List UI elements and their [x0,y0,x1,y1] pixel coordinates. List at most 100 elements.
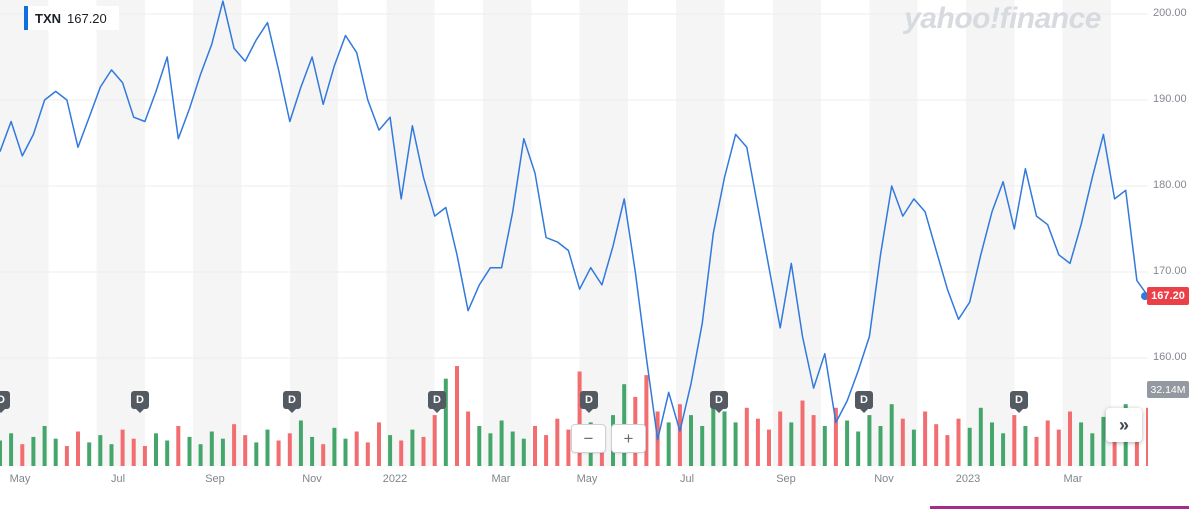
volume-bar [967,427,972,466]
x-axis-label: Mar [1063,473,1083,485]
volume-bar [521,438,526,466]
volume-bar [443,378,448,466]
volume-bar [1090,433,1095,466]
dividend-marker[interactable]: D [855,391,873,413]
dividend-marker[interactable]: D [580,391,598,413]
volume-bar [254,442,259,466]
volume-bar [1134,418,1139,466]
volume-bar [767,429,771,466]
yahoo-finance-watermark: yahoo!finance [904,2,1101,35]
ticker-price: 167.20 [67,10,107,26]
volume-bar [544,435,549,466]
dividend-marker[interactable]: D [710,391,728,413]
volume-bar [1112,427,1117,466]
volume-bar [733,422,738,466]
volume-bar [956,418,961,466]
x-axis-label: Nov [874,473,894,485]
volume-bar [432,415,437,466]
volume-bar [0,440,2,466]
volume-bar [822,426,827,466]
volume-bar [220,438,225,466]
y-axis-label: 160.00 [1153,351,1187,363]
volume-bar [744,407,749,466]
ticker-symbol: TXN [35,10,61,26]
volume-bar [945,435,950,466]
volume-bar [243,435,248,466]
volume-bar [856,431,861,466]
volume-bar [377,422,381,466]
x-axis-label: Sep [205,473,225,485]
volume-bar [700,426,705,466]
y-axis: 200.00 190.00 180.00 170.00 160.00 [1148,0,1189,512]
last-price-dot [1141,292,1148,301]
volume-bar [20,444,25,466]
volume-bar [722,411,727,466]
y-axis-label: 180.00 [1153,179,1187,191]
volume-bar [923,411,928,466]
dividend-marker[interactable]: D [1010,391,1028,413]
volume-bar [321,444,326,466]
last-price-badge: 167.20 [1147,287,1189,305]
volume-bar [1068,411,1072,466]
volume-bar [1146,407,1148,466]
volume-badge: 32.14M [1147,381,1189,398]
volume-bar [120,429,125,466]
volume-bar [934,424,939,466]
volume-bar [154,433,158,466]
volume-bar [31,436,36,466]
x-axis: May Jul Sep Nov 2022 Mar May Jul Sep Nov 2023 Mar [0,471,1148,491]
volume-bar [990,422,994,466]
x-axis-label: Nov [302,473,322,485]
zoom-controls: − + [571,424,646,453]
volume-bar [677,404,682,466]
x-axis-label: 2022 [382,473,408,485]
volume-bar [332,427,337,466]
x-axis-label: Mar [491,473,511,485]
volume-bar [477,426,482,466]
volume-bar [176,426,181,466]
volume-bar [142,446,147,466]
volume-bar [978,407,983,466]
volume-bar [421,436,426,466]
volume-bar [1012,415,1017,466]
volume-bar [644,375,649,466]
plot-area[interactable] [0,0,1148,466]
x-axis-label: 2023 [955,473,981,485]
dividend-marker[interactable]: D [283,391,301,413]
volume-bar [833,407,838,466]
volume-bar [577,371,582,466]
zoom-out-button[interactable]: − [571,424,606,453]
volume-bar [466,411,471,466]
volume-bar [533,426,537,466]
ticker-color-bar [24,6,28,30]
volume-bar [232,424,237,466]
volume-bar [778,411,783,466]
volume-bar [1101,416,1106,466]
x-axis-label: Jul [110,473,126,485]
volume-bar [365,442,370,466]
dividend-marker[interactable]: D [0,391,10,413]
volume-bar [878,426,883,466]
bottom-accent-bar [930,506,1189,509]
volume-bar [666,422,671,466]
volume-bar [53,438,58,466]
dividend-marker[interactable]: D [428,391,446,413]
y-axis-label: 190.00 [1153,93,1187,105]
volume-bar [310,436,315,466]
volume-bar [131,438,136,466]
volume-bar [165,440,170,466]
volume-bar [187,436,192,466]
volume-bar [287,433,292,466]
x-axis-label: May [576,473,598,485]
zoom-in-button[interactable]: + [611,424,646,453]
volume-bar [800,400,805,466]
expand-chart-button[interactable]: » [1106,408,1142,442]
volume-bar [98,435,103,466]
volume-bar [399,440,404,466]
y-axis-label: 170.00 [1153,265,1187,277]
price-volume-chart[interactable] [0,0,1148,466]
volume-bar [276,440,281,466]
volume-bar [1034,436,1039,466]
dividend-marker[interactable]: D [131,391,149,413]
